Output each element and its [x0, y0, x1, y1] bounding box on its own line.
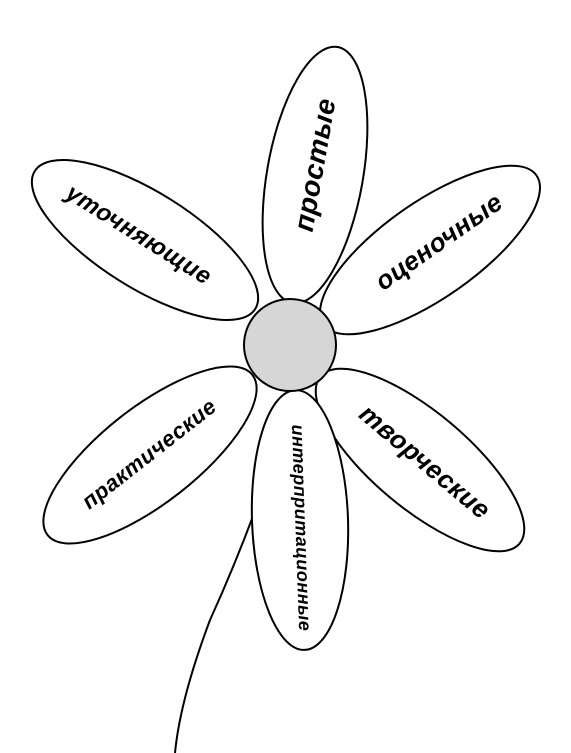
flower-diagram: простыеоценочныетворческиеинтерпритацион…	[0, 0, 571, 753]
flower-center	[244, 299, 336, 391]
petal: практические	[18, 337, 282, 573]
petal: уточняющие	[9, 130, 280, 349]
